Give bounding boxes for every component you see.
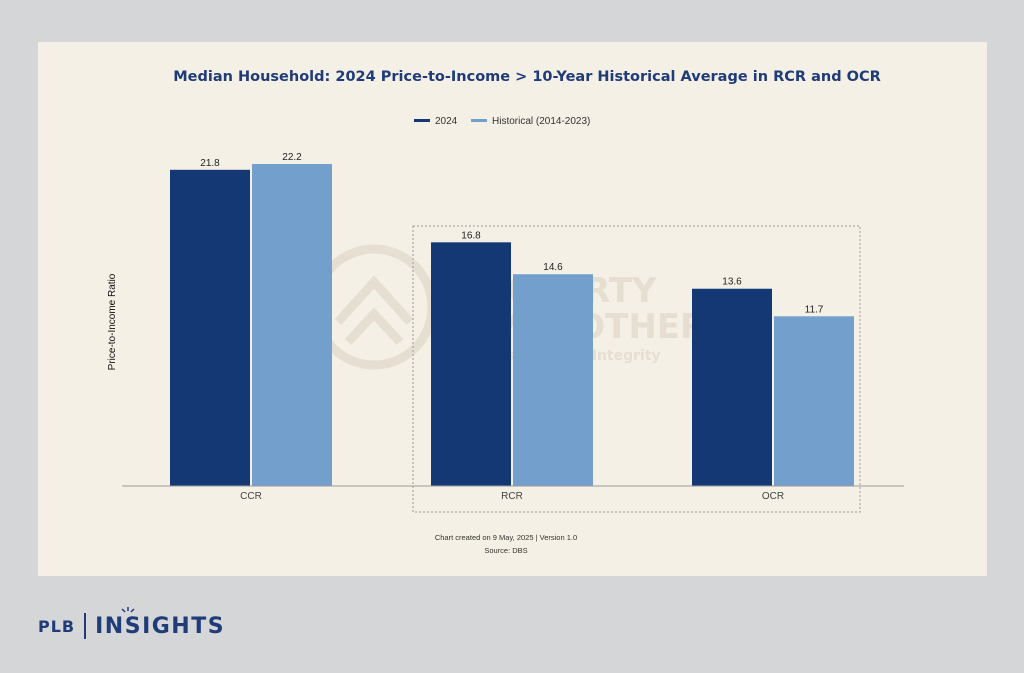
chart-card: PROPERTY LIMBROTHERS Real Estate with In…: [38, 42, 987, 576]
chart-title: Median Household: 2024 Price-to-Income >…: [173, 69, 881, 85]
brand-divider: [84, 613, 87, 639]
watermark-logo-icon: [311, 244, 437, 370]
value-label-ccr-2024: 21.8: [200, 158, 220, 169]
highlight-box: [412, 225, 861, 513]
brand-insights: INSIGHTS: [95, 606, 226, 639]
brand-plb: PLB: [38, 616, 76, 636]
y-axis-label: Price-to-Income Ratio: [107, 273, 118, 370]
footnote-source: Source: DBS: [484, 546, 527, 555]
value-label-rcr-2024: 16.8: [461, 230, 481, 241]
value-label-ocr-historical: 11.7: [805, 304, 824, 315]
footnote-created: Chart created on 9 May, 2025 | Version 1…: [435, 533, 577, 542]
x-tick-label-rcr: RCR: [501, 491, 523, 502]
legend-swatch-2024: [414, 119, 430, 122]
bar-ccr-2024: [170, 169, 250, 486]
brand-insights-text: INSIGHTS: [95, 613, 226, 639]
bar-ocr-historical: [774, 316, 854, 486]
value-label-ocr-2024: 13.6: [722, 277, 742, 288]
brand-logo: PLB INSIGHTS: [38, 606, 226, 641]
legend: 2024 Historical (2014-2023): [414, 116, 590, 127]
legend-label-2024: 2024: [435, 116, 458, 127]
bars-group: 21.8 22.2 CCR 16.8 14.6 RCR 13.6 11.7 OCR: [170, 152, 854, 502]
bar-chart: PROPERTY LIMBROTHERS Real Estate with In…: [107, 69, 904, 555]
legend-label-historical: Historical (2014-2023): [492, 116, 590, 127]
bar-ocr-2024: [692, 288, 772, 486]
value-label-ccr-historical: 22.2: [282, 152, 302, 163]
bar-rcr-historical: [513, 274, 593, 486]
legend-swatch-historical: [471, 119, 487, 122]
watermark-house-icon: [334, 275, 414, 346]
x-tick-label-ccr: CCR: [240, 491, 262, 502]
bar-ccr-historical: [252, 164, 332, 486]
lightbulb-rays-icon: [121, 606, 135, 613]
bar-rcr-2024: [431, 242, 511, 486]
x-tick-label-ocr: OCR: [762, 491, 784, 502]
value-label-rcr-historical: 14.6: [543, 262, 563, 273]
